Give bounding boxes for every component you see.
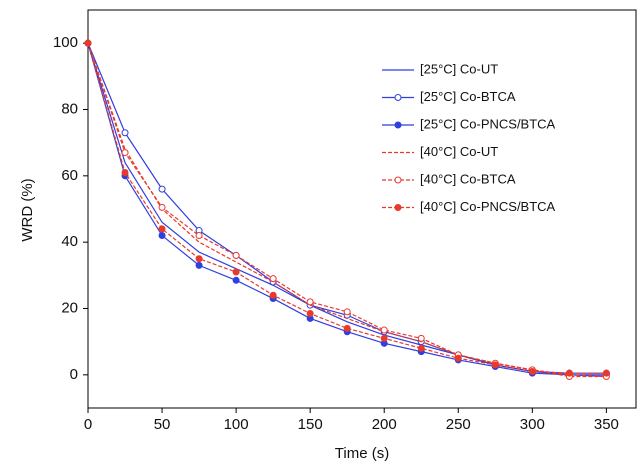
y-tick-label: 60 bbox=[61, 167, 78, 184]
data-point bbox=[491, 361, 499, 369]
data-point bbox=[380, 326, 388, 334]
data-point bbox=[195, 232, 203, 240]
data-point bbox=[343, 308, 351, 316]
legend-marker bbox=[394, 121, 402, 129]
legend-label: [25°C] Co-UT bbox=[420, 61, 498, 76]
plot-frame bbox=[87, 9, 637, 409]
legend-marker bbox=[394, 204, 402, 211]
data-point bbox=[195, 255, 203, 263]
x-tick-label: 250 bbox=[446, 416, 471, 433]
y-tick-label: 0 bbox=[70, 366, 78, 383]
data-point bbox=[269, 275, 277, 283]
legend-label: [25°C] Co-PNCS/BTCA bbox=[420, 116, 556, 131]
data-point bbox=[158, 185, 166, 193]
y-tick-label: 20 bbox=[61, 299, 78, 316]
legend-marker bbox=[394, 94, 402, 101]
y-tick-label: 80 bbox=[61, 100, 78, 117]
data-point bbox=[417, 334, 425, 342]
legend-label: [40°C] Co-BTCA bbox=[420, 171, 516, 186]
legend-label: [40°C] Co-UT bbox=[420, 144, 498, 159]
data-point bbox=[343, 324, 351, 332]
data-point bbox=[380, 334, 388, 342]
data-point bbox=[121, 129, 129, 137]
data-point bbox=[158, 225, 166, 233]
y-tick-label: 40 bbox=[61, 233, 78, 250]
data-point bbox=[528, 368, 536, 376]
x-tick-label: 350 bbox=[594, 416, 619, 433]
x-tick-label: 150 bbox=[298, 416, 323, 433]
x-axis-label: Time (s) bbox=[335, 445, 389, 462]
legend-label: [40°C] Co-PNCS/BTCA bbox=[420, 199, 556, 214]
data-point bbox=[602, 369, 610, 377]
series-line bbox=[87, 42, 607, 378]
data-point bbox=[158, 232, 166, 240]
data-point bbox=[232, 268, 240, 276]
y-axis-label: WRD (%) bbox=[19, 178, 36, 241]
x-tick-label: 0 bbox=[84, 416, 92, 433]
legend-marker bbox=[394, 176, 402, 184]
data-point bbox=[195, 261, 203, 269]
data-point bbox=[121, 149, 129, 157]
data-point bbox=[269, 291, 277, 299]
data-point bbox=[306, 309, 314, 317]
data-point bbox=[232, 276, 240, 284]
data-point bbox=[84, 39, 92, 47]
y-tick-label: 100 bbox=[53, 34, 78, 51]
data-point bbox=[121, 169, 129, 177]
series-line bbox=[87, 43, 607, 374]
data-point bbox=[565, 369, 573, 377]
data-point bbox=[417, 344, 425, 352]
data-point bbox=[306, 298, 314, 306]
data-point bbox=[454, 354, 462, 362]
x-tick-label: 100 bbox=[224, 416, 249, 433]
x-tick-label: 50 bbox=[154, 416, 171, 433]
legend-label: [25°C] Co-BTCA bbox=[420, 89, 516, 104]
x-tick-label: 200 bbox=[372, 416, 397, 433]
data-point bbox=[158, 203, 166, 211]
x-tick-label: 300 bbox=[520, 416, 545, 433]
data-point bbox=[232, 251, 240, 259]
